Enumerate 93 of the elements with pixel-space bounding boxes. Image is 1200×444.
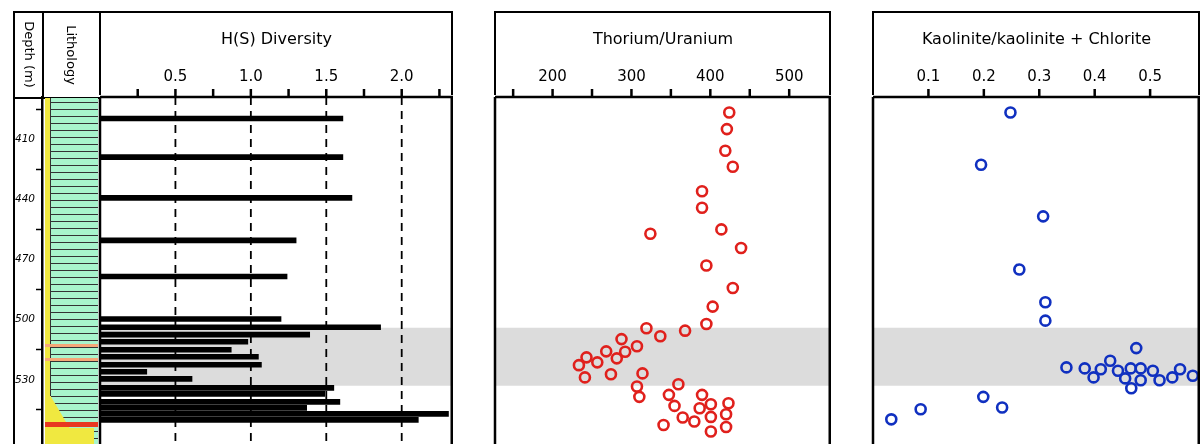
point [1146, 364, 1160, 378]
point [640, 321, 653, 335]
point [719, 144, 732, 158]
point [668, 399, 681, 413]
point [580, 351, 593, 364]
point [704, 397, 718, 411]
y-tick-label: 440 [14, 192, 36, 205]
point [604, 367, 618, 381]
point [722, 396, 735, 410]
x-axis-title: Thorium/Uranium [591, 28, 734, 48]
point [995, 401, 1009, 414]
point [976, 390, 990, 404]
x-tick-label: 0.3 [1027, 66, 1052, 85]
point [1129, 341, 1143, 355]
point [1134, 373, 1147, 387]
x-tick-label: 500 [774, 66, 804, 85]
point [578, 371, 592, 384]
point [615, 332, 628, 346]
point [1186, 369, 1200, 383]
point [618, 345, 632, 359]
x-tick-label: 300 [617, 66, 646, 85]
point [662, 388, 676, 402]
x-tick-label: 400 [696, 66, 725, 85]
y-axis-title: Depth (m) [21, 21, 37, 88]
x-tick-label: 200 [538, 66, 567, 85]
point [591, 356, 604, 369]
point [1094, 362, 1108, 376]
text: Lithology [63, 24, 79, 85]
point [974, 158, 988, 172]
point [715, 223, 728, 236]
point [1124, 381, 1138, 395]
point [1004, 106, 1017, 119]
y-tick-label: 470 [14, 252, 36, 265]
x-tick-label: 0.2 [971, 66, 996, 85]
point [1060, 361, 1073, 374]
x-axis-title: H(S) Diversity [221, 28, 332, 48]
x-tick-label: 0.5 [1138, 66, 1163, 85]
point [693, 402, 706, 415]
y-tick-label: 410 [14, 131, 36, 144]
point [654, 329, 667, 343]
point [1153, 373, 1166, 387]
point [633, 390, 646, 404]
point [720, 122, 734, 136]
point [700, 259, 713, 272]
point [704, 410, 718, 424]
point [688, 415, 701, 428]
point [1013, 263, 1026, 276]
point [719, 420, 733, 434]
x-tick-label: 1.5 [314, 66, 339, 85]
point [1103, 354, 1117, 368]
point [599, 345, 613, 358]
point [1078, 362, 1092, 375]
point [1111, 364, 1125, 378]
point [1173, 362, 1187, 376]
point [630, 340, 644, 353]
x-tick-label: 0.5 [163, 66, 188, 85]
point [722, 106, 736, 119]
point [572, 358, 586, 372]
point [726, 160, 740, 174]
point [1124, 362, 1138, 375]
point [734, 241, 748, 255]
point [1039, 314, 1052, 327]
point [1036, 210, 1050, 223]
point [700, 317, 713, 331]
x-tick-label: 0.1 [916, 66, 941, 85]
point [630, 380, 644, 393]
point [695, 388, 709, 402]
point [676, 411, 690, 424]
point [914, 403, 927, 416]
y-tick-label: 530 [14, 372, 36, 385]
point [706, 300, 719, 313]
x-tick-label: 0.4 [1082, 66, 1107, 85]
x-axis-title: Kaolinite/kaolinite + Chlorite [921, 28, 1152, 48]
point [678, 324, 692, 337]
x-tick-label: 2.0 [389, 66, 414, 85]
point [695, 184, 709, 198]
point [1134, 362, 1147, 375]
point [726, 281, 740, 295]
point [1039, 295, 1052, 309]
point [695, 201, 709, 215]
point [672, 377, 685, 391]
point [1118, 372, 1132, 385]
point [610, 352, 624, 365]
point [884, 413, 898, 426]
point [657, 418, 670, 432]
point [1087, 371, 1100, 384]
point [644, 227, 657, 241]
point [1165, 371, 1179, 384]
point [704, 425, 718, 438]
point [636, 367, 649, 380]
y-tick-label: 500 [14, 312, 36, 325]
x-tick-label: 1.0 [238, 66, 263, 85]
point [719, 408, 733, 421]
